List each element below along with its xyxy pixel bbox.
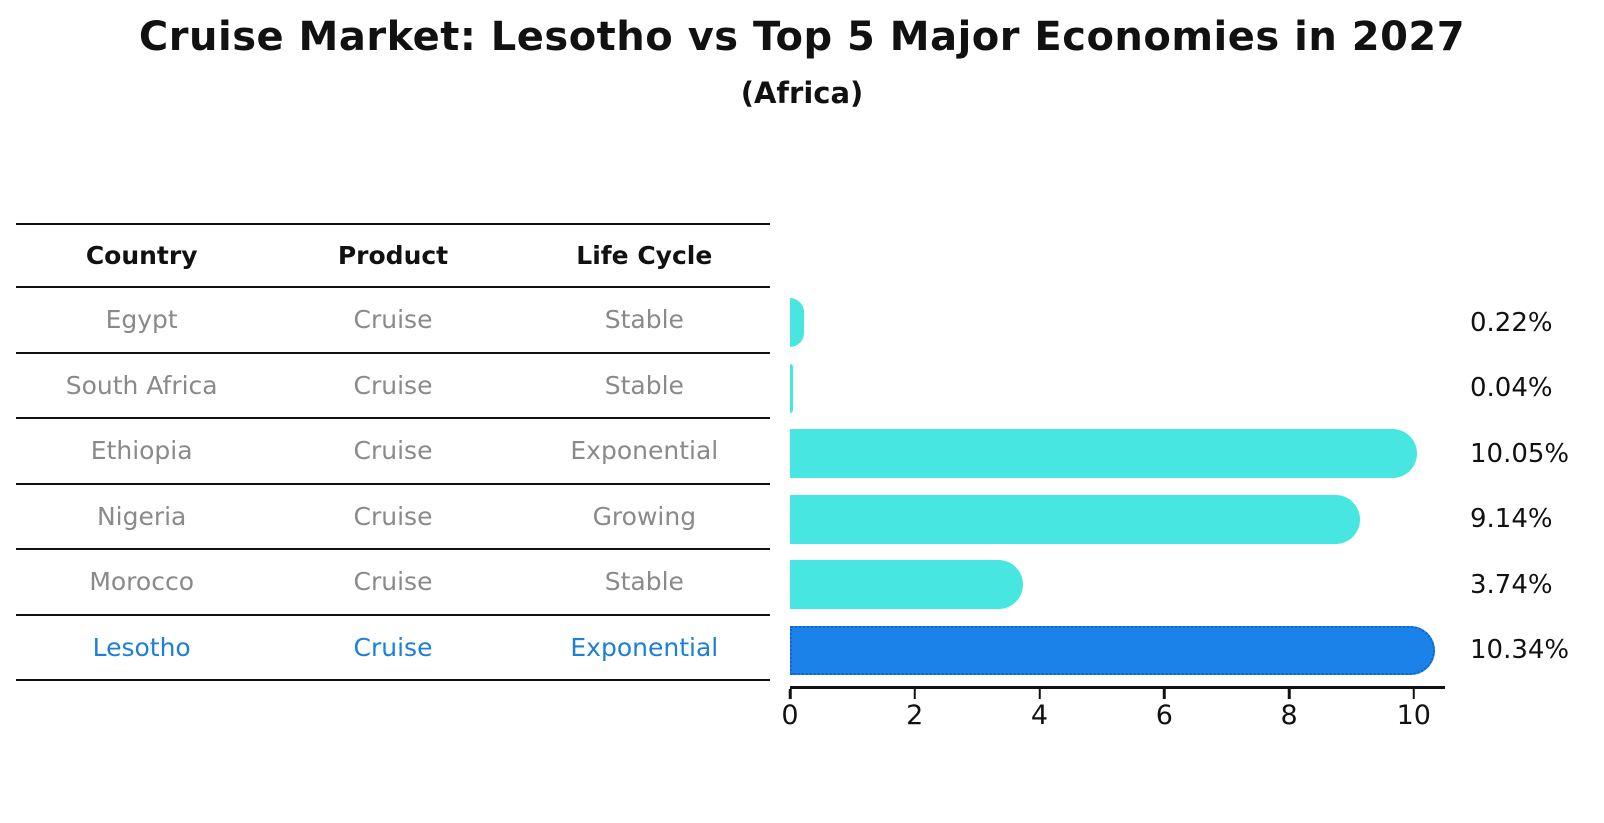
value-label-nigeria: 9.14% — [1470, 504, 1553, 535]
cell-lifecycle: Stable — [604, 370, 684, 400]
x-tick-label: 10 — [1396, 700, 1431, 731]
cell-lifecycle: Exponential — [570, 436, 719, 466]
bar-morocco — [790, 560, 1024, 610]
table-row-morocco: Morocco Cruise Stable — [16, 550, 770, 616]
bar-nigeria — [790, 494, 1361, 544]
table-header-country: Country — [85, 241, 198, 270]
country-table: Country Product Life Cycle Egypt Cruise … — [16, 223, 770, 681]
table-header-lifecycle: Life Cycle — [576, 241, 713, 270]
cell-country: Lesotho — [92, 632, 191, 662]
x-tick-mark — [1412, 689, 1416, 699]
x-tick-mark — [788, 689, 792, 699]
x-tick-label: 4 — [1030, 700, 1049, 731]
x-tick-label: 0 — [781, 700, 799, 731]
cell-lifecycle: Stable — [604, 305, 684, 335]
x-tick-label: 6 — [1155, 700, 1173, 731]
cell-product: Cruise — [353, 632, 433, 662]
cell-product: Cruise — [353, 436, 433, 466]
cell-country: Ethiopia — [90, 436, 193, 466]
cell-product: Cruise — [353, 305, 433, 335]
x-tick-label: 2 — [906, 700, 924, 731]
value-label-egypt: 0.22% — [1470, 307, 1553, 338]
cell-country: Egypt — [105, 305, 178, 335]
value-label-ethiopia: 10.05% — [1470, 438, 1570, 469]
x-axis-line — [790, 686, 1445, 689]
value-label-south-africa: 0.04% — [1470, 373, 1553, 404]
x-tick-mark — [1287, 689, 1291, 699]
x-tick-label: 8 — [1280, 700, 1298, 731]
bar-ethiopia — [790, 429, 1417, 479]
table-row-lesotho: Lesotho Cruise Exponential — [16, 616, 770, 681]
cell-lifecycle: Stable — [604, 567, 684, 597]
cell-product: Cruise — [353, 567, 433, 597]
bar-plot-area — [790, 223, 1445, 683]
bar-south-africa — [790, 363, 793, 413]
x-tick-mark — [1163, 689, 1166, 699]
x-tick-mark — [1038, 689, 1041, 699]
x-tick-mark — [913, 689, 916, 699]
x-axis: 0 2 4 6 8 10 — [781, 686, 1445, 746]
table-row-ethiopia: Ethiopia Cruise Exponential — [16, 419, 770, 485]
cell-product: Cruise — [353, 370, 433, 400]
bar-lesotho-highlighted — [790, 625, 1436, 675]
table-row-south-africa: South Africa Cruise Stable — [16, 354, 770, 419]
cell-product: Cruise — [353, 501, 433, 531]
value-label-lesotho: 10.34% — [1470, 635, 1570, 666]
cell-country: Morocco — [89, 567, 194, 597]
table-header-product: Product — [337, 241, 449, 270]
value-label-morocco: 3.74% — [1470, 569, 1553, 600]
cell-lifecycle: Exponential — [570, 632, 719, 662]
cell-lifecycle: Growing — [592, 501, 697, 531]
table-row-nigeria: Nigeria Cruise Growing — [16, 485, 770, 550]
bar-egypt — [790, 298, 804, 348]
chart-title: Cruise Market: Lesotho vs Top 5 Major Ec… — [138, 14, 1466, 60]
cell-country: South Africa — [65, 370, 218, 400]
chart-subtitle: (Africa) — [740, 76, 864, 110]
cell-country: Nigeria — [96, 501, 187, 531]
table-header-row: Country Product Life Cycle — [16, 223, 770, 288]
table-row-egypt: Egypt Cruise Stable — [16, 288, 770, 354]
